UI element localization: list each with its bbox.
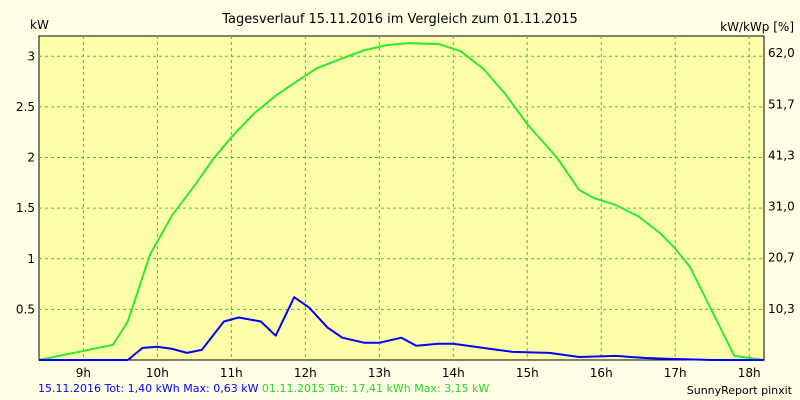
x-tick-label: 14h xyxy=(442,366,465,380)
y-axis-right-label: kW/kWp [%] xyxy=(720,20,794,34)
y-axis-left-label: kW xyxy=(30,18,49,32)
y-tick-label-left: 2.5 xyxy=(16,100,35,114)
summary-series-1: 15.11.2016 Tot: 1,40 kWh Max: 0,63 kW xyxy=(38,382,259,395)
credit-text: SunnyReport pinxit xyxy=(686,384,792,397)
x-tick-label: 18h xyxy=(738,366,761,380)
plot-area xyxy=(38,35,765,361)
y-tick-label-right: 51,7 xyxy=(768,97,795,111)
y-tick-label-right: 20,7 xyxy=(768,251,795,265)
chart-title: Tagesverlauf 15.11.2016 im Vergleich zum… xyxy=(222,12,578,27)
y-tick-label-left: 1 xyxy=(27,252,35,266)
x-tick-label: 17h xyxy=(664,366,687,380)
x-tick-label: 12h xyxy=(294,366,317,380)
y-tick-label-left: 2 xyxy=(27,151,35,165)
x-tick-label: 13h xyxy=(368,366,391,380)
y-tick-label-left: 0.5 xyxy=(16,302,35,316)
grid xyxy=(39,36,764,360)
y-tick-label-left: 1.5 xyxy=(16,201,35,215)
x-tick-label: 11h xyxy=(220,366,243,380)
y-tick-label-right: 31,0 xyxy=(768,200,795,214)
series-line-15-11-2016 xyxy=(39,296,764,361)
y-tick-label-left: 3 xyxy=(27,49,35,63)
summary-series-2: 01.11.2015 Tot: 17,41 kWh Max: 3,15 kW xyxy=(261,382,490,395)
series-lines xyxy=(38,42,765,361)
y-tick-label-right: 10,3 xyxy=(768,302,795,316)
x-tick-label: 15h xyxy=(516,366,539,380)
y-tick-label-right: 41,3 xyxy=(768,148,795,162)
tick-labels: 9h 10h 11h 12h 13h 14h 15h 16h 17h 18h 0.5 1 1.5 2 2.5… xyxy=(16,46,795,380)
x-tick-label: 10h xyxy=(146,366,169,380)
x-tick-label: 9h xyxy=(76,366,91,380)
summary-footer: 15.11.2016 Tot: 1,40 kWh Max: 0,63 kW 01… xyxy=(38,382,489,395)
y-tick-label-right: 62,0 xyxy=(768,46,795,60)
x-tick-label: 16h xyxy=(590,366,613,380)
series-line-01-11-2015 xyxy=(38,42,765,361)
